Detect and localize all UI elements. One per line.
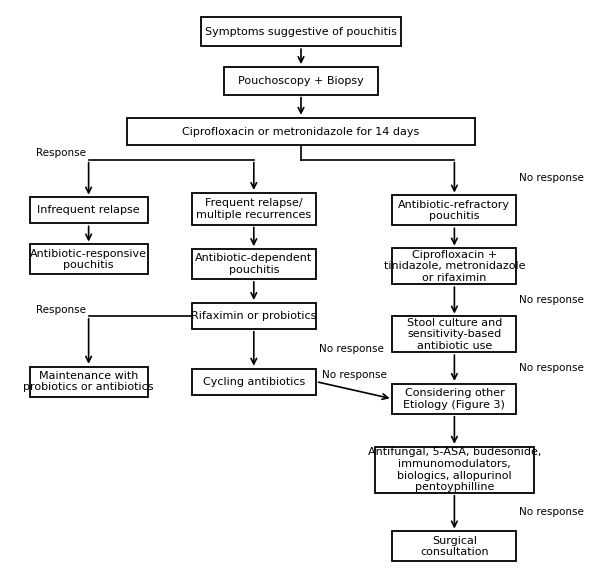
FancyBboxPatch shape [393, 384, 517, 414]
FancyBboxPatch shape [393, 532, 517, 562]
Text: Cycling antibiotics: Cycling antibiotics [203, 376, 305, 386]
Text: Maintenance with
probiotics or antibiotics: Maintenance with probiotics or antibioti… [23, 371, 154, 392]
Text: Antibiotic-responsive
pouchitis: Antibiotic-responsive pouchitis [30, 249, 147, 270]
Text: No response: No response [520, 173, 584, 183]
Text: No response: No response [520, 363, 584, 373]
FancyBboxPatch shape [374, 447, 534, 493]
Text: Antibiotic-refractory
pouchitis: Antibiotic-refractory pouchitis [399, 200, 510, 221]
FancyBboxPatch shape [192, 303, 316, 329]
Text: Ciprofloxacin +
tinidazole, metronidazole
or rifaximin: Ciprofloxacin + tinidazole, metronidazol… [383, 250, 525, 283]
Text: No response: No response [520, 507, 584, 517]
Text: Stool culture and
sensitivity-based
antibiotic use: Stool culture and sensitivity-based anti… [407, 318, 502, 351]
Text: Surgical
consultation: Surgical consultation [420, 536, 489, 557]
Text: Response: Response [36, 305, 85, 315]
FancyBboxPatch shape [29, 198, 147, 223]
FancyBboxPatch shape [393, 316, 517, 352]
Text: Ciprofloxacin or metronidazole for 14 days: Ciprofloxacin or metronidazole for 14 da… [182, 126, 420, 136]
FancyBboxPatch shape [225, 67, 377, 95]
Text: Symptoms suggestive of pouchitis: Symptoms suggestive of pouchitis [205, 27, 397, 37]
Text: No response: No response [321, 370, 386, 380]
FancyBboxPatch shape [200, 18, 402, 46]
Text: Rifaximin or probiotics: Rifaximin or probiotics [191, 311, 317, 321]
Text: Infrequent relapse: Infrequent relapse [37, 205, 140, 215]
FancyBboxPatch shape [192, 249, 316, 279]
FancyBboxPatch shape [393, 195, 517, 225]
Text: Frequent relapse/
multiple recurrences: Frequent relapse/ multiple recurrences [196, 198, 311, 219]
FancyBboxPatch shape [29, 366, 147, 396]
Text: No response: No response [318, 344, 383, 354]
Text: Antifungal, 5-ASA, budesonide,
immunomodulators,
biologics, allopurinol
pentoyph: Antifungal, 5-ASA, budesonide, immunomod… [368, 447, 541, 492]
Text: Considering other
Etiology (Figure 3): Considering other Etiology (Figure 3) [403, 388, 505, 410]
Text: Antibiotic-dependent
pouchitis: Antibiotic-dependent pouchitis [195, 253, 312, 275]
FancyBboxPatch shape [29, 245, 147, 275]
Text: No response: No response [520, 295, 584, 305]
FancyBboxPatch shape [393, 249, 517, 284]
FancyBboxPatch shape [127, 118, 475, 145]
FancyBboxPatch shape [192, 369, 316, 395]
Text: Pouchoscopy + Biopsy: Pouchoscopy + Biopsy [238, 76, 364, 86]
Text: Response: Response [36, 148, 85, 158]
FancyBboxPatch shape [192, 193, 316, 225]
